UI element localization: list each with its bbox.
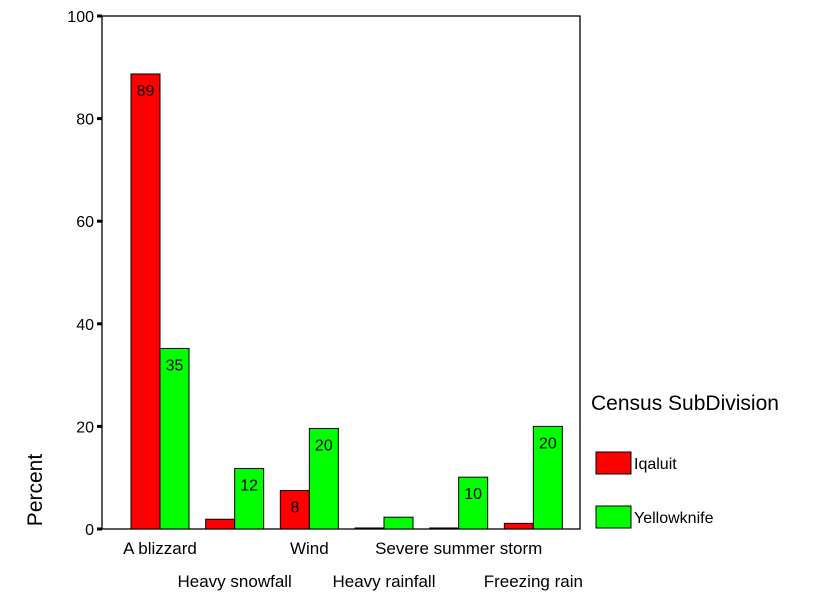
legend-label-iqaluit: Iqaluit — [634, 456, 677, 473]
bar-yellowknife-heavy-rainfall — [383, 516, 414, 530]
bars — [130, 73, 563, 530]
data-label: 10 — [464, 486, 482, 503]
bar-yellowknife-severe-summer-storm — [458, 476, 489, 530]
bar-yellowknife-a-blizzard — [159, 347, 190, 530]
x-category-label: Heavy snowfall — [178, 572, 292, 591]
x-category-label: Heavy rainfall — [333, 572, 436, 591]
y-tick-label: 20 — [76, 419, 94, 436]
bar-iqaluit-a-blizzard — [130, 73, 161, 530]
bar-iqaluit-freezing-rain — [503, 522, 534, 530]
data-label: 20 — [315, 437, 333, 454]
legend-label-yellowknife: Yellowknife — [634, 510, 714, 527]
x-category-label: Wind — [290, 539, 329, 558]
y-tick-label: 40 — [76, 317, 94, 334]
legend-swatch-iqaluit — [595, 451, 632, 475]
x-category-label: Severe summer storm — [375, 539, 542, 558]
legend-swatch-yellowknife — [595, 505, 632, 529]
data-label: 89 — [137, 83, 155, 100]
x-category-label: Freezing rain — [484, 572, 583, 591]
plot-frame — [101, 15, 581, 530]
data-label: 8 — [290, 500, 299, 517]
bar-yellowknife-wind — [308, 427, 339, 530]
bar-iqaluit-heavy-snowfall — [205, 518, 236, 530]
bar-iqaluit-heavy-rainfall — [354, 527, 385, 530]
y-tick-label: 0 — [85, 522, 94, 539]
bar-yellowknife-freezing-rain — [532, 425, 563, 530]
x-category-label: A blizzard — [123, 539, 197, 558]
data-labels: 89 8 35 12 20 10 20 — [137, 83, 557, 517]
bar-yellowknife-heavy-snowfall — [234, 467, 265, 530]
y-tick-label: 100 — [67, 9, 94, 26]
data-label: 35 — [166, 357, 184, 374]
y-tick-label: 60 — [76, 214, 94, 231]
bar-iqaluit-severe-summer-storm — [429, 527, 460, 530]
data-label: 20 — [539, 435, 557, 452]
y-tick-label: 80 — [76, 112, 94, 129]
y-axis-label: Percent — [24, 454, 47, 527]
y-axis: 0 20 40 60 80 100 — [67, 9, 102, 539]
legend-title: Census SubDivision — [591, 392, 779, 415]
data-label: 12 — [240, 477, 258, 494]
bar-iqaluit-wind — [279, 490, 310, 530]
legend: Iqaluit Yellowknife — [595, 451, 714, 529]
